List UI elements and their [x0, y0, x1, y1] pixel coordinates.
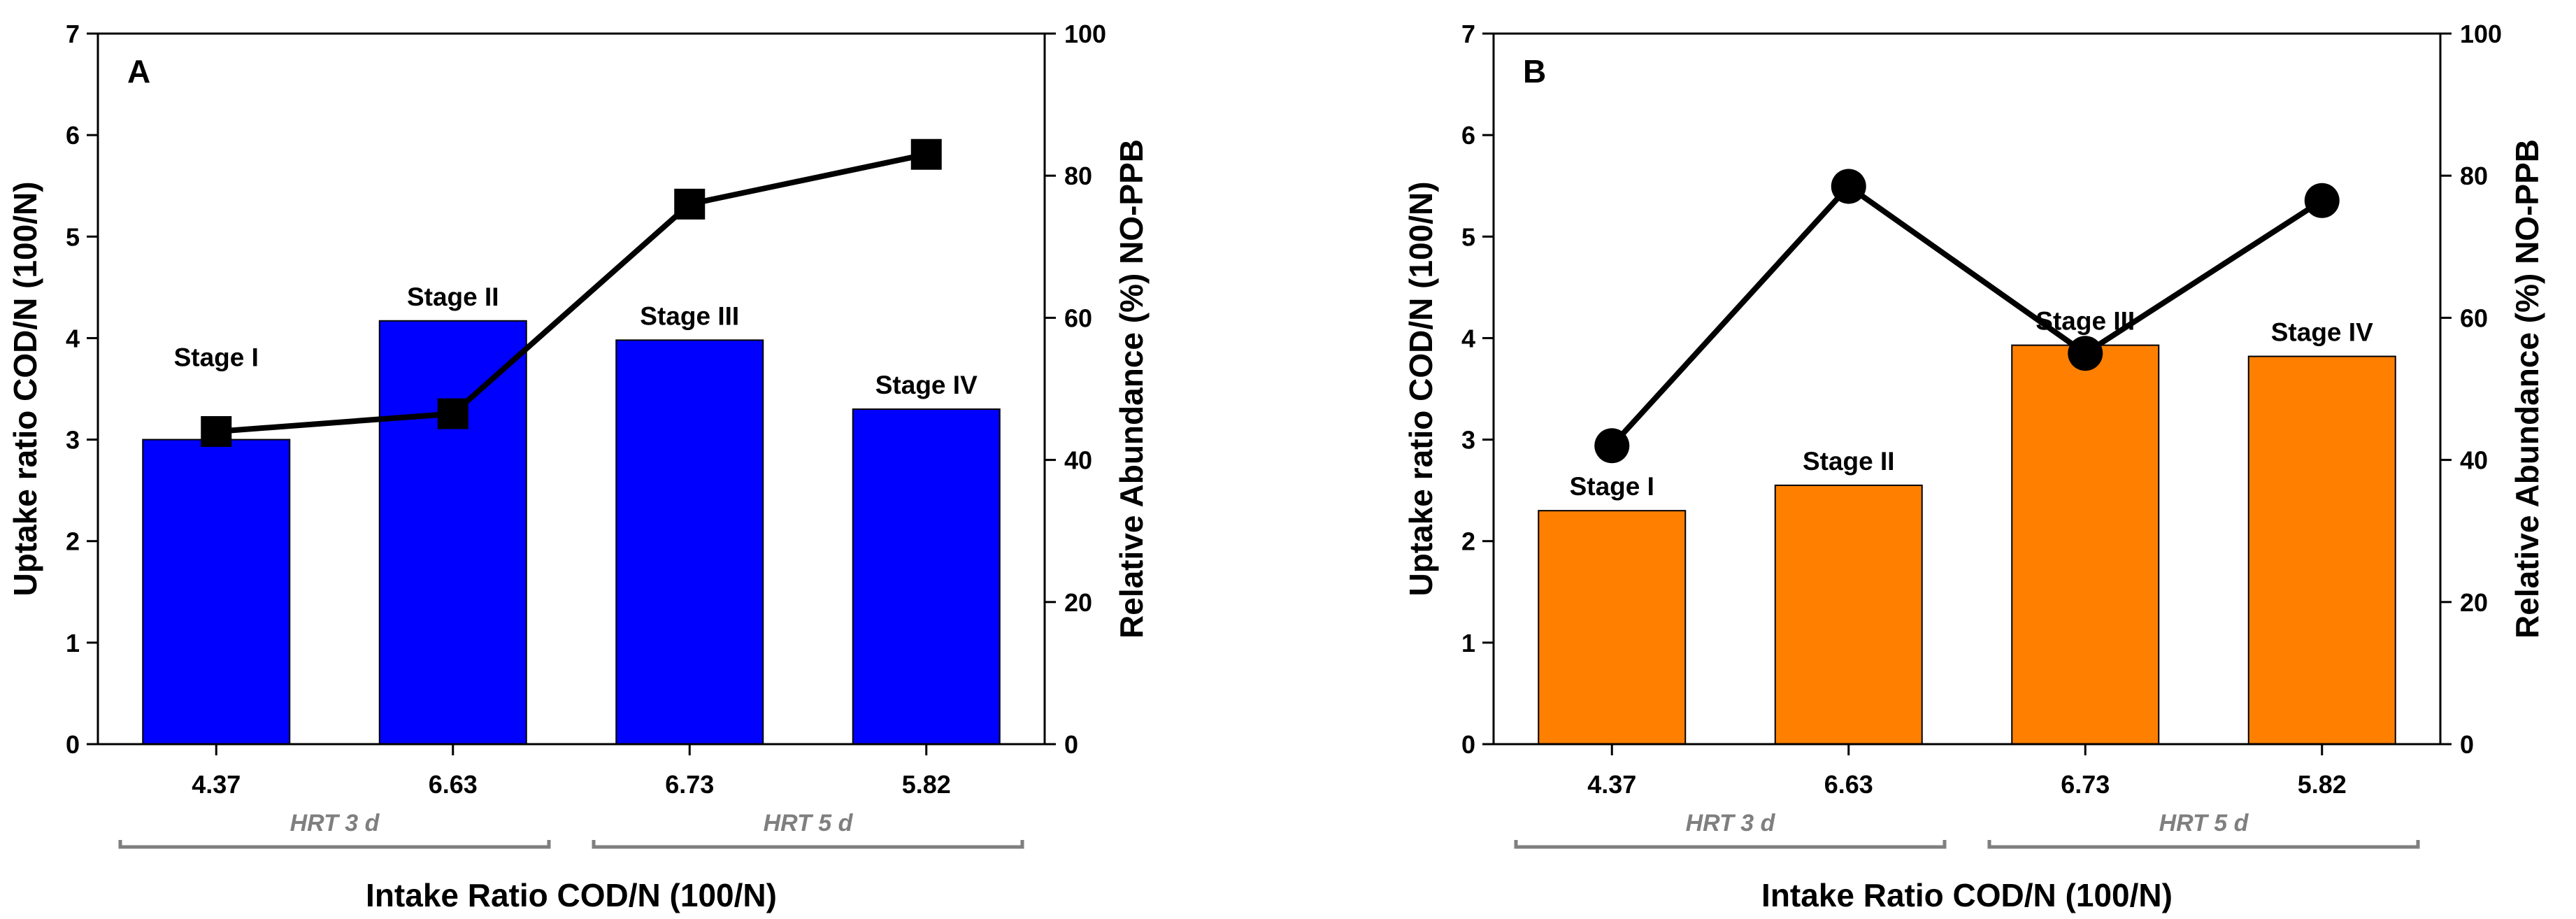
- left-axis-title: Uptake ratio COD/N (100/N): [7, 181, 43, 596]
- left-tick-label: 1: [1461, 629, 1475, 657]
- stage-label: Stage IV: [875, 371, 978, 399]
- plot-frame: [1492, 32, 2442, 746]
- line-point-5.82: [910, 138, 942, 170]
- hrt-label: HRT 5 d: [2159, 810, 2249, 836]
- left-tick-label: 0: [1461, 730, 1475, 759]
- line-series: [215, 151, 927, 434]
- stage-label: Stage II: [1803, 447, 1895, 476]
- right-tick-label: 0: [2460, 730, 2474, 759]
- bar-6.63: [378, 320, 527, 745]
- right-tick-label: 60: [2460, 304, 2488, 332]
- x-tick-label: 4.37: [1587, 770, 1636, 799]
- left-tick-label: 7: [1461, 20, 1475, 48]
- line-point-4.37: [1594, 428, 1630, 464]
- x-tick-label: 6.73: [2061, 770, 2110, 799]
- bar-6.73: [615, 339, 764, 745]
- line-point-6.63: [437, 398, 468, 429]
- left-axis-title: Uptake ratio COD/N (100/N): [1403, 181, 1439, 596]
- stage-label: Stage I: [174, 343, 259, 372]
- panel-a: Stage I Stage II Stage III Stage IV 0 1 2 3 4 5 6 7…: [7, 20, 1150, 913]
- bar-6.73: [2011, 344, 2160, 745]
- left-tick-label: 6: [66, 121, 80, 150]
- bar-4.37: [142, 439, 291, 745]
- stage-label: Stage I: [1570, 472, 1654, 501]
- right-axis-title: Relative Abundance (%) NO-PPB: [1113, 139, 1150, 639]
- panel-label: A: [127, 53, 150, 90]
- left-tick-label: 4: [1461, 324, 1475, 352]
- bar-5.82: [852, 408, 1001, 745]
- plot-frame: [96, 32, 1046, 746]
- left-tick-label: 2: [66, 527, 80, 556]
- line-point-5.82: [2304, 183, 2340, 218]
- hrt-bracket: [118, 840, 551, 849]
- x-tick-label: 5.82: [2298, 770, 2347, 799]
- bar-6.63: [1774, 484, 1923, 746]
- right-axis-title: Relative Abundance (%) NO-PPB: [2509, 139, 2545, 639]
- x-tick-label: 6.63: [429, 770, 478, 799]
- hrt-bracket: [592, 840, 1024, 849]
- left-tick-label: 0: [66, 730, 80, 759]
- right-tick-label: 100: [2460, 20, 2502, 48]
- stage-label: Stage II: [407, 283, 499, 311]
- right-tick-label: 40: [2460, 446, 2488, 475]
- hrt-label: HRT 5 d: [764, 810, 854, 836]
- x-tick-label: 6.63: [1824, 770, 1873, 799]
- left-tick-label: 3: [1461, 426, 1475, 455]
- hrt-bracket: [1514, 840, 1947, 849]
- hrt-bracket: [1987, 840, 2420, 849]
- line-point-6.73: [674, 188, 706, 220]
- left-tick-label: 2: [1461, 527, 1475, 556]
- right-tick-label: 60: [1064, 304, 1092, 332]
- x-axis-title: Intake Ratio COD/N (100/N): [1761, 877, 2173, 913]
- right-tick-label: 20: [2460, 588, 2488, 617]
- line-point-6.63: [1831, 169, 1866, 204]
- bar-5.82: [2247, 355, 2396, 746]
- x-axis-title: Intake Ratio COD/N (100/N): [366, 877, 777, 913]
- line-point-4.37: [201, 415, 232, 447]
- x-tick-label: 5.82: [902, 770, 951, 799]
- right-tick-label: 0: [1064, 730, 1078, 759]
- panel-label: B: [1523, 53, 1546, 90]
- left-tick-label: 5: [1461, 222, 1475, 251]
- x-tick-label: 6.73: [665, 770, 714, 799]
- left-tick-label: 1: [66, 629, 80, 657]
- line-series: [1610, 183, 2324, 448]
- left-tick-label: 3: [66, 426, 80, 455]
- left-tick-label: 7: [66, 20, 80, 48]
- hrt-label: HRT 3 d: [1686, 810, 1776, 836]
- right-tick-label: 20: [1064, 588, 1092, 617]
- right-tick-label: 100: [1064, 20, 1106, 48]
- stage-label: Stage III: [640, 301, 739, 330]
- bar-4.37: [1538, 510, 1687, 746]
- right-tick-label: 80: [1064, 162, 1092, 190]
- hrt-label: HRT 3 d: [290, 810, 380, 836]
- right-tick-label: 80: [2460, 162, 2488, 190]
- left-tick-label: 6: [1461, 121, 1475, 150]
- line-point-6.73: [2068, 336, 2103, 371]
- left-tick-label: 5: [66, 222, 80, 251]
- x-tick-label: 4.37: [192, 770, 241, 799]
- right-tick-label: 40: [1064, 446, 1092, 475]
- left-tick-label: 4: [66, 324, 80, 352]
- stage-label: Stage IV: [2271, 318, 2373, 347]
